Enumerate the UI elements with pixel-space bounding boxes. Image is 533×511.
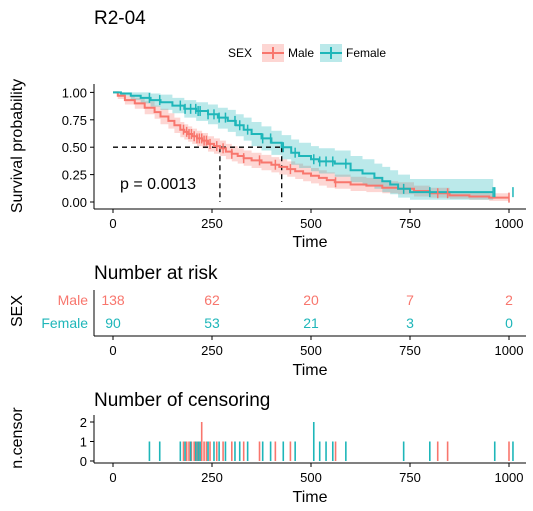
- km-x-ticks: 0 250 500 750 1000: [109, 209, 523, 231]
- km-x-tick-label: 0: [109, 216, 116, 231]
- legend-title: SEX: [228, 46, 252, 60]
- risk-cell-female: 21: [303, 315, 319, 331]
- risk-cell-female: 0: [505, 315, 513, 331]
- censor-y-tick-label: 1: [80, 435, 87, 450]
- legend-female-label: Female: [346, 46, 386, 60]
- km-y-tick-label: 1.00: [62, 85, 87, 100]
- km-x-tick-label: 250: [201, 216, 223, 231]
- risk-cell-female: 53: [204, 315, 220, 331]
- censor-x-ticks: 0 250 500 750 1000: [109, 463, 523, 485]
- risk-x-ticks: 0 250 500 750 1000: [109, 336, 523, 358]
- risk-cell-male: 138: [101, 292, 125, 308]
- risk-cell-female: 3: [406, 315, 414, 331]
- censor-y-ticks: 0 1 2: [80, 415, 94, 469]
- risk-title: Number at risk: [94, 263, 218, 284]
- km-title: R2-04: [94, 8, 146, 29]
- risk-row-label-male: Male: [58, 292, 89, 308]
- km-x-tick-label: 1000: [495, 216, 524, 231]
- km-curve-female: [113, 91, 494, 194]
- risk-cell-male: 20: [303, 292, 319, 308]
- risk-row-label-female: Female: [41, 315, 88, 331]
- km-band-male: [113, 92, 509, 201]
- km-y-tick-label: 0.75: [62, 113, 87, 128]
- risk-x-tick-label: 750: [399, 343, 421, 358]
- km-survival-curves: [113, 91, 514, 203]
- censor-title: Number of censoring: [94, 390, 270, 411]
- km-legend: SEX Male Female: [228, 44, 386, 62]
- risk-cell-male: 7: [406, 292, 414, 308]
- censor-x-tick-label: 0: [109, 470, 116, 485]
- km-x-tick-label: 500: [300, 216, 322, 231]
- risk-cell-female: 90: [105, 315, 121, 331]
- p-value-annotation: p = 0.0013: [120, 176, 196, 193]
- risk-cell-male: 62: [204, 292, 220, 308]
- censor-bars: [148, 422, 514, 461]
- km-y-tick-label: 0.00: [62, 195, 87, 210]
- censor-x-tick-label: 750: [399, 470, 421, 485]
- censor-x-tick-label: 1000: [495, 470, 524, 485]
- legend-male-label: Male: [288, 46, 314, 60]
- risk-x-tick-label: 500: [300, 343, 322, 358]
- risk-x-tick-label: 0: [109, 343, 116, 358]
- risk-table-cells: 138 62 20 7 2 90 53 21 3 0: [101, 292, 513, 331]
- censor-y-tick-label: 2: [80, 415, 87, 430]
- risk-x-tick-label: 1000: [495, 343, 524, 358]
- censor-xlabel: Time: [293, 489, 328, 506]
- km-y-ticks: 0.00 0.25 0.50 0.75 1.00: [62, 85, 94, 210]
- censor-y-tick-label: 0: [80, 454, 87, 469]
- km-y-tick-label: 0.50: [62, 140, 87, 155]
- censor-x-tick-label: 500: [300, 470, 322, 485]
- risk-xlabel: Time: [293, 362, 328, 379]
- km-x-tick-label: 750: [399, 216, 421, 231]
- censor-x-tick-label: 250: [201, 470, 223, 485]
- km-median-lines: [113, 146, 283, 202]
- risk-x-tick-label: 250: [201, 343, 223, 358]
- risk-ylabel: SEX: [9, 295, 26, 327]
- censor-ylabel: n.censor: [9, 407, 26, 469]
- km-y-tick-label: 0.25: [62, 168, 87, 183]
- risk-cell-male: 2: [505, 292, 513, 308]
- km-xlabel: Time: [293, 234, 328, 251]
- km-ylabel: Survival probability: [9, 79, 26, 213]
